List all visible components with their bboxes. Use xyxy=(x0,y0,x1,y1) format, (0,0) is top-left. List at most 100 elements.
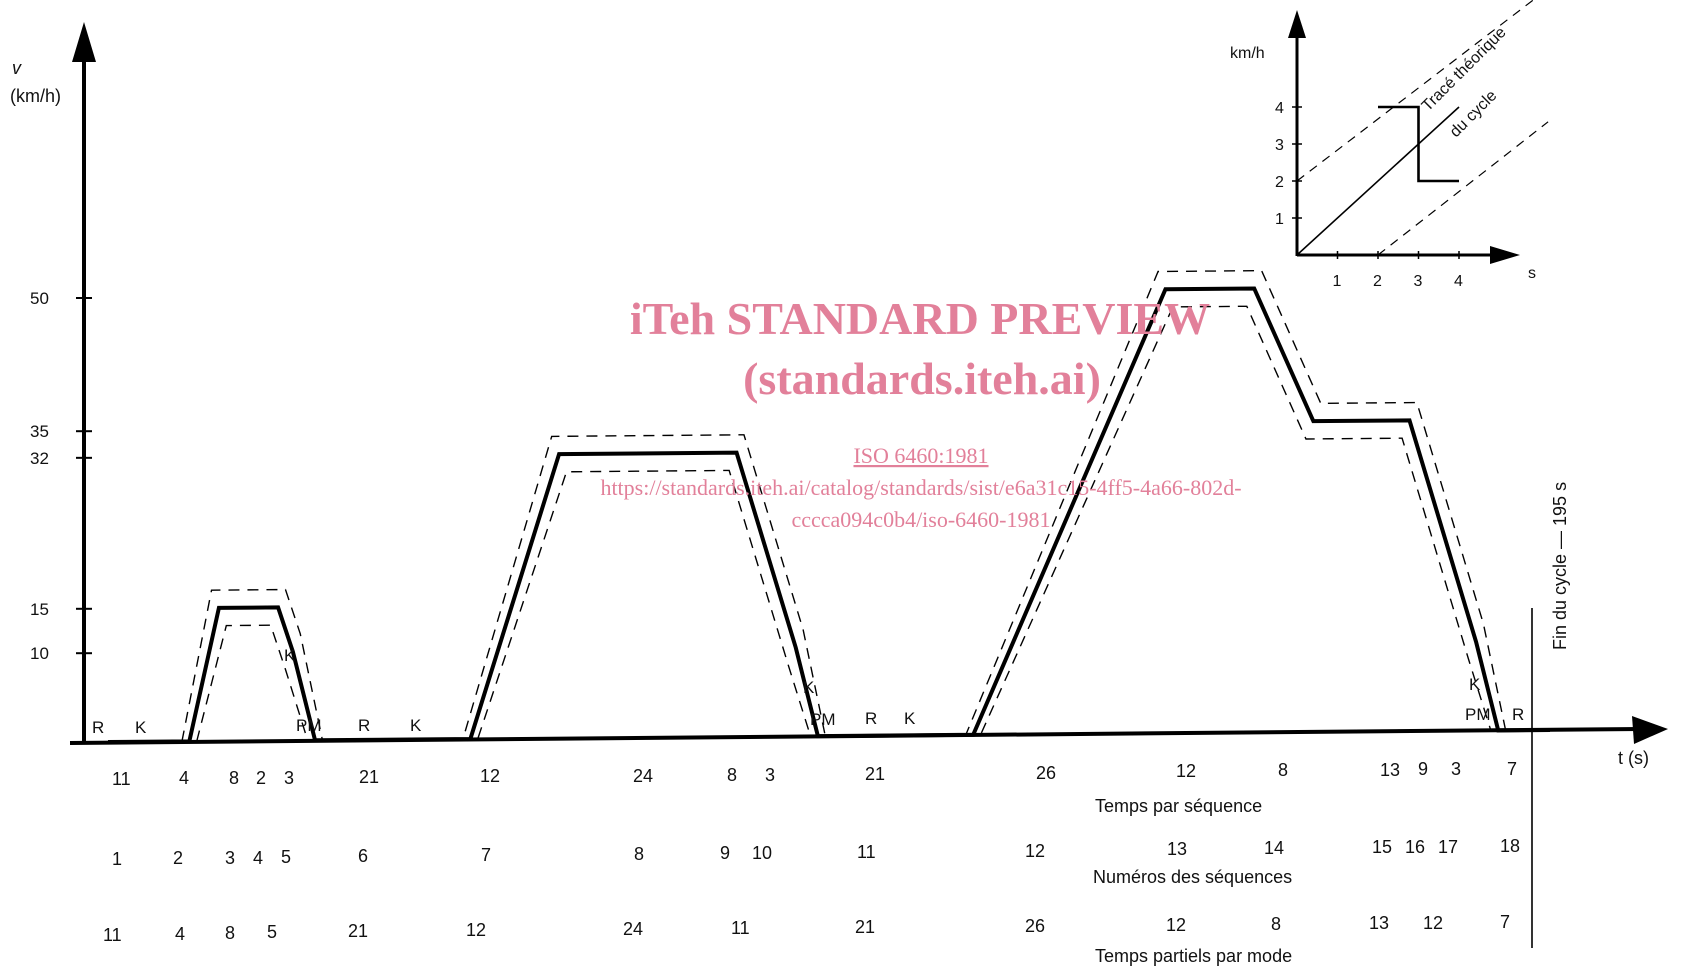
watermark-title: iTeh STANDARD PREVIEW xyxy=(630,293,1210,344)
watermark-site: (standards.iteh.ai) xyxy=(743,353,1101,404)
row-numeros-des-sequences: 1 2 3 4 5 6 7 8 9 10 11 12 13 14 15 16 1… xyxy=(112,836,1520,887)
table-cell: 7 xyxy=(1500,912,1510,932)
x-axis-arrowhead xyxy=(1632,716,1668,744)
table-cell: 7 xyxy=(481,845,491,865)
table-cell: 21 xyxy=(359,767,379,787)
table-cell: 3 xyxy=(284,768,294,788)
inset-y-axis-arrowhead xyxy=(1288,10,1306,38)
watermark-url-line1: https://standards.iteh.ai/catalog/standa… xyxy=(600,475,1241,500)
table-cell: 15 xyxy=(1372,837,1392,857)
inset-y-tick-label: 1 xyxy=(1275,211,1284,228)
row-title: Temps partiels par mode xyxy=(1095,946,1292,966)
mode-labels: R K K PM R K K PM R K K PM R xyxy=(92,646,1524,737)
table-cell: 12 xyxy=(1176,761,1196,781)
table-cell: 13 xyxy=(1167,839,1187,859)
table-cell: 3 xyxy=(765,765,775,785)
mode-label: K xyxy=(410,716,422,735)
inset-ticks: 1 2 3 4 1 2 3 4 xyxy=(1275,100,1463,290)
row-temps-par-sequence: 11 4 8 2 3 21 12 24 8 3 21 26 12 8 13 9 … xyxy=(112,759,1517,816)
table-cell: 8 xyxy=(727,765,737,785)
inset-y-tick-label: 3 xyxy=(1275,137,1284,154)
table-cell: 2 xyxy=(256,768,266,788)
y-axis-arrowhead xyxy=(72,22,96,62)
y-ticks: 10 15 32 35 50 xyxy=(30,289,92,663)
table-cell: 17 xyxy=(1438,837,1458,857)
table-cell: 2 xyxy=(173,848,183,868)
table-cell: 12 xyxy=(1166,915,1186,935)
sequence-table: 11 4 8 2 3 21 12 24 8 3 21 26 12 8 13 9 … xyxy=(103,759,1520,966)
inset-x-tick-label: 1 xyxy=(1333,273,1342,290)
tolerance-band-lower xyxy=(196,305,1492,742)
inset-x-tick-label: 2 xyxy=(1373,273,1382,290)
mode-label: K xyxy=(135,718,147,737)
x-axis-label: t (s) xyxy=(1618,748,1649,768)
table-cell: 7 xyxy=(1507,759,1517,779)
table-cell: 12 xyxy=(480,766,500,786)
mode-label: PM xyxy=(296,716,322,735)
table-cell: 26 xyxy=(1025,916,1045,936)
table-cell: 24 xyxy=(633,766,653,786)
row-title: Numéros des séquences xyxy=(1093,867,1292,887)
table-cell: 26 xyxy=(1036,763,1056,783)
table-cell: 12 xyxy=(1025,841,1045,861)
inset-tolerance-lower xyxy=(1377,121,1549,256)
inset-tolerance-upper xyxy=(1296,0,1535,182)
table-cell: 14 xyxy=(1264,838,1284,858)
y-tick-label: 50 xyxy=(30,289,49,308)
row-title: Temps par séquence xyxy=(1095,796,1262,816)
table-cell: 3 xyxy=(225,848,235,868)
table-cell: 21 xyxy=(865,764,885,784)
inset-x-tick-label: 4 xyxy=(1454,273,1463,290)
table-cell: 11 xyxy=(103,925,122,945)
table-cell: 8 xyxy=(634,844,644,864)
table-cell: 8 xyxy=(1271,914,1281,934)
table-cell: 4 xyxy=(175,924,185,944)
mode-label: R xyxy=(92,718,104,737)
mode-label: PM xyxy=(810,710,836,729)
table-cell: 12 xyxy=(466,920,486,940)
inset-x-unit: s xyxy=(1528,265,1536,282)
inset-step-trace xyxy=(1378,105,1459,183)
table-cell: 8 xyxy=(225,923,235,943)
inset-theoretical-trace xyxy=(1296,106,1460,256)
table-cell: 12 xyxy=(1423,913,1443,933)
watermark-url-line2: cccca094c0b4/iso-6460-1981 xyxy=(791,507,1050,532)
watermark-standard-link[interactable]: ISO 6460:1981 xyxy=(853,443,988,468)
table-cell: 13 xyxy=(1380,760,1400,780)
inset-y-tick-label: 4 xyxy=(1275,100,1284,117)
row-temps-partiels-par-mode: 11 4 8 5 21 12 24 11 21 26 12 8 13 12 7 … xyxy=(103,912,1510,966)
table-cell: 18 xyxy=(1500,836,1520,856)
table-cell: 4 xyxy=(253,848,263,868)
y-tick-label: 15 xyxy=(30,600,49,619)
table-cell: 4 xyxy=(179,768,189,788)
table-cell: 16 xyxy=(1405,837,1425,857)
y-axis-unit: (km/h) xyxy=(10,86,61,106)
mode-label: K xyxy=(904,709,916,728)
mode-label: R xyxy=(358,716,370,735)
table-cell: 8 xyxy=(229,768,239,788)
mode-label: K xyxy=(803,678,815,697)
mode-label: K xyxy=(284,646,296,665)
table-cell: 5 xyxy=(281,847,291,867)
table-cell: 11 xyxy=(112,769,131,789)
inset-y-tick-label: 2 xyxy=(1275,174,1284,191)
inset-y-unit: km/h xyxy=(1230,45,1265,62)
mode-label: K xyxy=(1469,675,1481,694)
table-cell: 10 xyxy=(752,843,772,863)
tolerance-band-upper xyxy=(181,269,1507,742)
table-cell: 3 xyxy=(1451,759,1461,779)
mode-label: PM xyxy=(1465,705,1491,724)
table-cell: 21 xyxy=(348,921,368,941)
table-cell: 11 xyxy=(857,842,876,862)
table-cell: 21 xyxy=(855,917,875,937)
table-cell: 9 xyxy=(720,843,730,863)
table-cell: 5 xyxy=(267,922,277,942)
end-of-cycle-label: Fin du cycle — 195 s xyxy=(1550,482,1570,650)
y-axis-symbol: v xyxy=(12,58,22,78)
table-cell: 24 xyxy=(623,919,643,939)
inset-x-tick-label: 3 xyxy=(1414,273,1423,290)
table-cell: 9 xyxy=(1418,759,1428,779)
inset-annotation-line2: du cycle xyxy=(1447,87,1501,141)
